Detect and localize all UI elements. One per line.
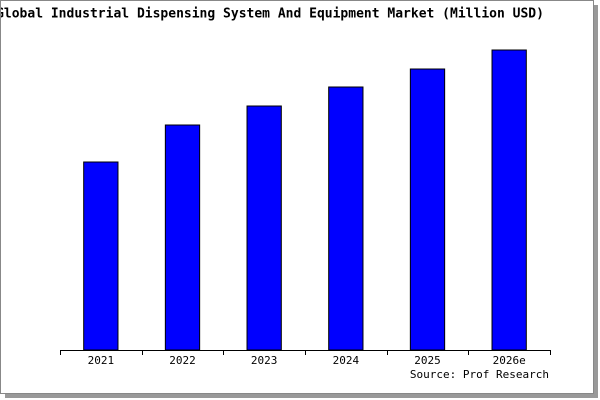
bar xyxy=(164,124,201,351)
bar xyxy=(409,68,446,351)
x-tick-label: 2026e xyxy=(493,354,526,367)
x-tick-label: 2022 xyxy=(169,354,196,367)
title-group: Global Industrial Dispensing System And … xyxy=(0,7,544,22)
bar xyxy=(328,86,364,351)
x-tick-label: 2021 xyxy=(88,354,115,367)
source-note: Source: Prof Research xyxy=(410,368,549,381)
x-tick-label: 2023 xyxy=(251,354,278,367)
x-tick-label: 2024 xyxy=(333,354,360,367)
bar xyxy=(246,105,282,351)
bar xyxy=(83,161,119,351)
chart-title: Global Industrial Dispensing System And … xyxy=(0,7,544,22)
bar xyxy=(491,49,527,351)
x-tick-label: 2025 xyxy=(414,354,441,367)
